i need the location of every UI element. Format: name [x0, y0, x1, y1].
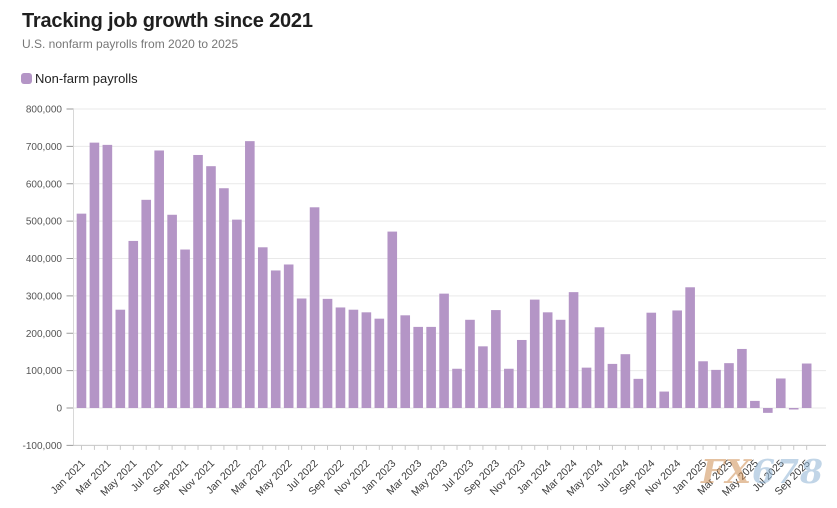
bar[interactable] [167, 214, 177, 408]
bar[interactable] [633, 378, 644, 408]
bar[interactable] [594, 327, 605, 408]
bar[interactable] [581, 367, 592, 408]
bar[interactable] [724, 363, 734, 408]
bar[interactable] [763, 408, 773, 413]
bars [76, 141, 812, 413]
bar[interactable] [154, 150, 164, 408]
y-tick-label: 600,000 [26, 179, 63, 190]
bar[interactable] [465, 319, 475, 408]
bar[interactable] [659, 391, 670, 408]
y-tick-label: -100,000 [23, 441, 63, 452]
bar[interactable] [413, 326, 423, 408]
y-tick-label: 700,000 [26, 142, 63, 153]
y-tick-label: 100,000 [26, 366, 63, 377]
bar[interactable] [568, 292, 579, 408]
bar[interactable] [478, 346, 488, 408]
bar[interactable] [452, 368, 462, 408]
bar[interactable] [245, 141, 255, 408]
y-tick-label: 300,000 [26, 291, 63, 302]
bar[interactable] [102, 144, 113, 408]
bar[interactable] [542, 312, 553, 408]
bar[interactable] [141, 199, 152, 408]
bar[interactable] [348, 309, 359, 408]
bar[interactable] [737, 348, 747, 408]
bar[interactable] [439, 293, 449, 408]
bar[interactable] [801, 363, 812, 408]
bar[interactable] [491, 310, 501, 408]
bar[interactable] [750, 400, 760, 408]
bar[interactable] [672, 310, 682, 408]
bar[interactable] [685, 287, 695, 408]
bar[interactable] [89, 142, 100, 408]
bar[interactable] [788, 408, 799, 410]
bar[interactable] [711, 369, 721, 408]
bar[interactable] [76, 213, 87, 408]
bar[interactable] [128, 240, 139, 408]
bar[interactable] [309, 207, 320, 408]
bar[interactable] [232, 219, 242, 408]
y-tick-label: 200,000 [26, 329, 63, 340]
bar[interactable] [361, 312, 372, 408]
bar[interactable] [607, 363, 618, 408]
bar[interactable] [387, 231, 398, 408]
bar[interactable] [193, 154, 203, 408]
bar[interactable] [775, 378, 786, 408]
bar[interactable] [620, 354, 631, 408]
y-tick-label: 800,000 [26, 105, 63, 116]
bar[interactable] [400, 315, 411, 408]
legend-swatch-icon [21, 73, 32, 84]
x-ticks [80, 445, 808, 450]
bar[interactable] [504, 368, 514, 408]
bar[interactable] [516, 339, 527, 408]
y-tick-label: 0 [56, 404, 62, 415]
legend-label: Non-farm payrolls [35, 71, 138, 86]
bar[interactable] [257, 247, 268, 408]
bar[interactable] [322, 298, 333, 408]
page-subtitle: U.S. nonfarm payrolls from 2020 to 2025 [22, 37, 239, 51]
bar[interactable] [555, 319, 566, 408]
bar[interactable] [270, 270, 281, 408]
page-title: Tracking job growth since 2021 [22, 10, 313, 32]
bar[interactable] [219, 188, 229, 408]
bar[interactable] [115, 309, 126, 408]
y-tick-label: 400,000 [26, 254, 63, 265]
legend: Non-farm payrolls [21, 71, 138, 86]
bar[interactable] [426, 326, 436, 408]
bar[interactable] [646, 312, 657, 408]
bar[interactable] [698, 361, 708, 408]
bar[interactable] [206, 166, 216, 408]
bar[interactable] [374, 318, 385, 408]
bar[interactable] [335, 307, 346, 408]
y-tick-label: 500,000 [26, 217, 63, 228]
bar[interactable] [180, 249, 190, 408]
bar[interactable] [283, 264, 294, 408]
bar[interactable] [529, 299, 540, 408]
bar[interactable] [296, 298, 307, 408]
